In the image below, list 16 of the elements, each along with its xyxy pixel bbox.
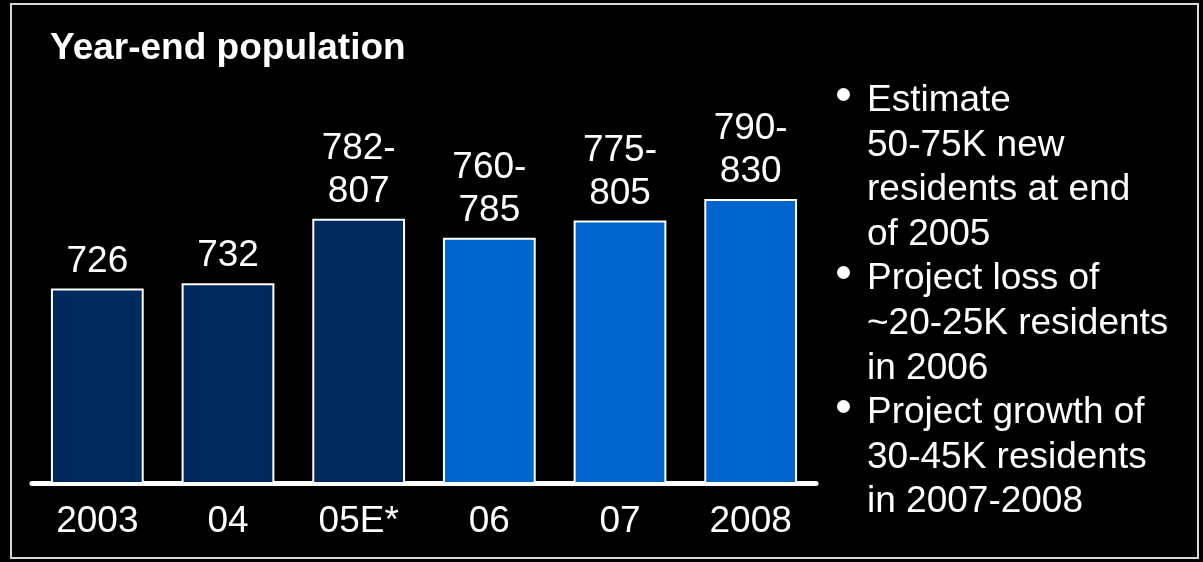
x-tick-label: 07	[599, 499, 641, 540]
data-label: 760- 785	[452, 144, 527, 229]
chart-title: Year-end population	[50, 26, 406, 67]
data-label: 790- 830	[713, 106, 788, 190]
data-label: 726	[66, 238, 129, 280]
text: Project growth of 30-45K residents in 2007-2008	[867, 389, 1147, 523]
data-label: 732	[197, 233, 259, 275]
x-tick-label: 05E*	[318, 499, 399, 540]
data-label: 782- 807	[321, 125, 396, 210]
x-tick-label: 06	[468, 499, 510, 540]
x-tick-label: 2003	[56, 499, 139, 540]
x-tick-label: 2008	[709, 499, 792, 540]
text: Project loss of ~20-25K residents in 2006	[867, 255, 1169, 389]
x-tick-label: 04	[207, 499, 249, 540]
text: Estimate 50-75K new residents at end of 2005	[867, 77, 1131, 255]
data-label: 775- 805	[582, 127, 658, 212]
